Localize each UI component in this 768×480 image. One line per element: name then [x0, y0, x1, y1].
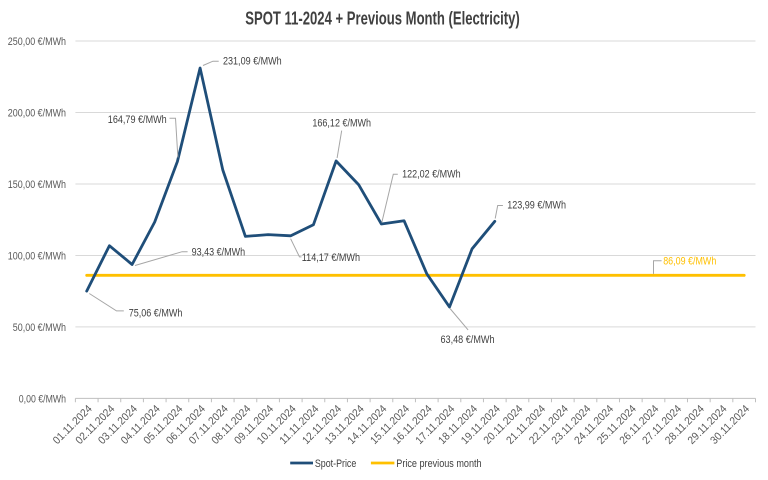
svg-text:123,99 €/MWh: 123,99 €/MWh: [507, 199, 566, 211]
svg-text:Price previous month: Price previous month: [396, 458, 481, 470]
svg-text:0,00 €/MWh: 0,00 €/MWh: [19, 393, 66, 405]
svg-text:75,06 €/MWh: 75,06 €/MWh: [129, 307, 183, 319]
svg-text:100,00 €/MWh: 100,00 €/MWh: [8, 250, 66, 262]
svg-text:114,17 €/MWh: 114,17 €/MWh: [302, 252, 360, 264]
svg-text:250,00 €/MWh: 250,00 €/MWh: [8, 36, 66, 48]
svg-text:200,00 €/MWh: 200,00 €/MWh: [8, 108, 66, 120]
svg-text:164,79 €/MWh: 164,79 €/MWh: [108, 114, 167, 126]
svg-text:150,00 €/MWh: 150,00 €/MWh: [8, 179, 66, 191]
svg-text:166,12 €/MWh: 166,12 €/MWh: [312, 118, 371, 130]
svg-text:Spot-Price: Spot-Price: [315, 458, 356, 470]
svg-text:50,00 €/MWh: 50,00 €/MWh: [13, 322, 66, 334]
svg-text:63,48 €/MWh: 63,48 €/MWh: [441, 334, 495, 346]
svg-text:86,09 €/MWh: 86,09 €/MWh: [663, 255, 716, 267]
svg-text:SPOT 11-2024 + Previous Month: SPOT 11-2024 + Previous Month (Electrici…: [245, 8, 520, 28]
svg-text:231,09 €/MWh: 231,09 €/MWh: [223, 55, 282, 67]
svg-text:122,02 €/MWh: 122,02 €/MWh: [402, 169, 461, 181]
svg-text:93,43 €/MWh: 93,43 €/MWh: [192, 247, 246, 259]
